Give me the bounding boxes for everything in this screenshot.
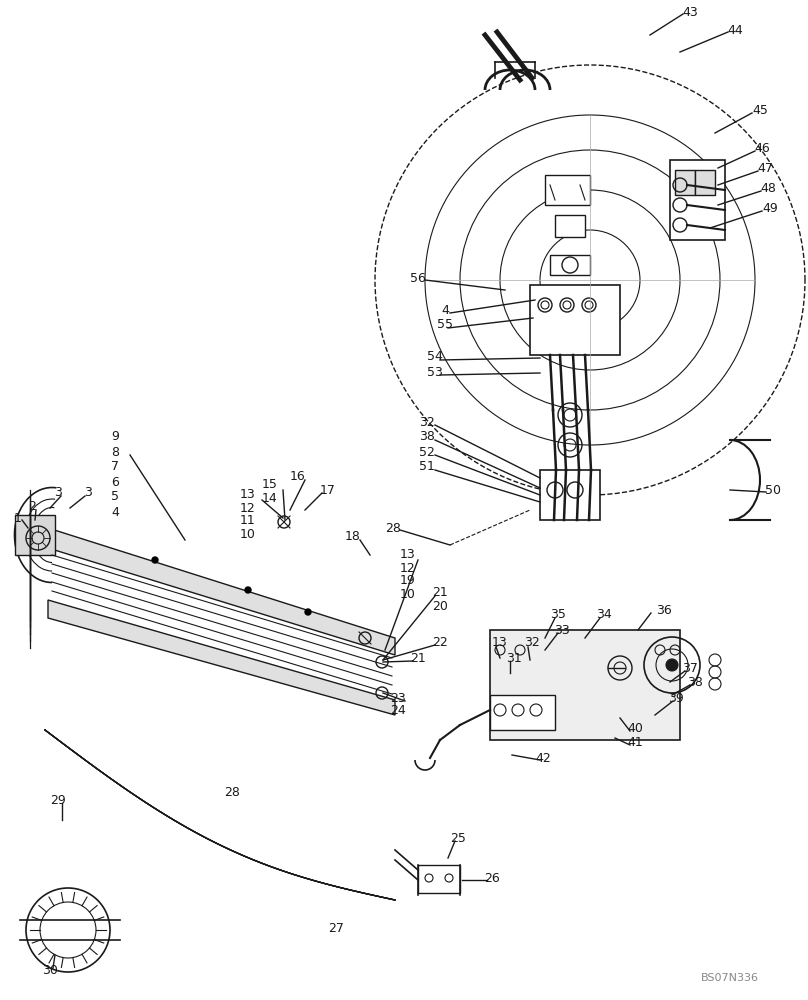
Text: 10: 10 [400,587,416,600]
Text: 32: 32 [524,637,540,650]
Text: 39: 39 [668,692,684,704]
Bar [490,630,680,740]
Text: 34: 34 [596,608,612,621]
Text: 38: 38 [687,676,703,688]
Text: BS07N336: BS07N336 [701,973,759,983]
Text: 35: 35 [550,608,566,621]
Bar [540,470,600,520]
Text: 19: 19 [400,574,416,587]
Text: 18: 18 [345,530,361,544]
Text: 20: 20 [432,599,448,612]
Bar [555,215,585,237]
Bar [670,160,725,240]
Circle shape [152,557,158,563]
Bar [15,515,55,555]
Text: 44: 44 [727,23,743,36]
Text: 5: 5 [111,490,119,504]
Text: 42: 42 [535,752,551,764]
Text: 23: 23 [390,692,406,704]
Text: 54: 54 [427,351,443,363]
Text: 43: 43 [682,5,698,18]
Text: 28: 28 [385,522,401,534]
Text: 37: 37 [682,662,698,674]
Text: 21: 21 [410,652,426,664]
Text: 30: 30 [42,964,58,976]
Circle shape [666,659,678,671]
Text: 15: 15 [262,479,278,491]
Text: 13: 13 [492,637,508,650]
Circle shape [305,609,311,615]
Bar [530,285,620,355]
Text: 21: 21 [432,586,448,599]
Text: 38: 38 [419,430,435,444]
Text: 4: 4 [441,304,449,316]
Bar [490,695,555,730]
Text: 7: 7 [111,460,119,474]
Bar [695,170,715,195]
Text: 31: 31 [506,652,522,664]
Text: 25: 25 [450,832,466,844]
Bar [675,170,695,195]
Text: 50: 50 [765,484,781,496]
Text: 24: 24 [390,704,406,718]
Text: 4: 4 [111,506,119,518]
Text: 28: 28 [224,786,240,798]
Circle shape [245,587,251,593]
Text: 22: 22 [432,636,448,648]
Text: 12: 12 [240,502,256,514]
Bar [418,865,460,893]
Bar [550,255,590,275]
Text: 2: 2 [28,500,36,514]
Text: 1: 1 [14,512,22,524]
Text: 16: 16 [290,471,306,484]
Text: 36: 36 [656,603,672,616]
Text: 10: 10 [240,528,256,540]
Polygon shape [48,600,395,715]
Text: 9: 9 [111,430,119,444]
Text: 56: 56 [410,271,426,284]
Text: 51: 51 [419,460,435,474]
Text: 27: 27 [328,922,344,934]
Text: 49: 49 [762,202,778,215]
Text: 8: 8 [111,446,119,458]
Text: 6: 6 [111,476,119,488]
Text: 47: 47 [757,161,773,174]
Text: 17: 17 [320,484,336,496]
Text: 13: 13 [400,548,416,562]
Text: 29: 29 [50,794,66,806]
Bar [545,175,590,205]
Text: 14: 14 [262,491,278,504]
Text: 40: 40 [627,722,643,734]
Text: 13: 13 [240,488,256,502]
Text: 32: 32 [419,416,435,428]
Text: 55: 55 [437,318,453,332]
Text: 33: 33 [554,624,570,637]
Text: 26: 26 [484,871,500,884]
Text: 48: 48 [760,182,776,194]
Text: 53: 53 [427,365,443,378]
Polygon shape [48,528,395,655]
Text: 45: 45 [752,104,768,116]
Text: 11: 11 [240,514,256,528]
Text: 3: 3 [84,487,92,499]
Text: 41: 41 [627,736,643,748]
Text: 46: 46 [754,141,770,154]
Text: 52: 52 [419,446,435,458]
Text: 3: 3 [54,487,62,499]
Text: 12: 12 [400,562,416,574]
